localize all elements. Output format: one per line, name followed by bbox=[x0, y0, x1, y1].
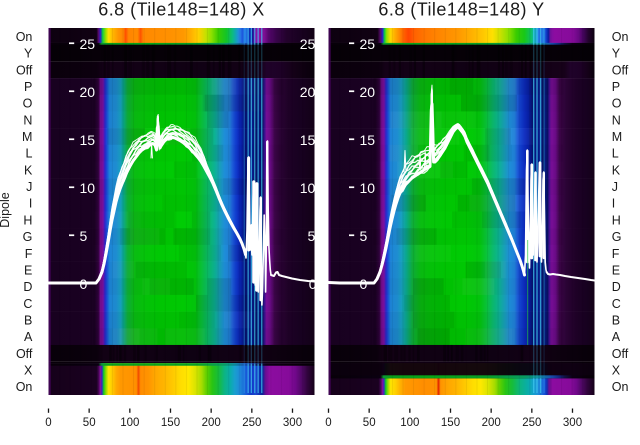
svg-text:0: 0 bbox=[309, 276, 317, 292]
svg-text:20: 20 bbox=[80, 84, 96, 100]
svg-text:5: 5 bbox=[360, 228, 368, 244]
svg-text:On: On bbox=[612, 30, 629, 44]
svg-text:100: 100 bbox=[120, 417, 139, 429]
svg-text:N: N bbox=[612, 113, 621, 127]
svg-text:X: X bbox=[612, 364, 621, 378]
svg-text:M: M bbox=[612, 130, 622, 144]
svg-text:20: 20 bbox=[300, 84, 316, 100]
svg-text:Off: Off bbox=[16, 347, 33, 361]
svg-text:Dipole: Dipole bbox=[0, 192, 12, 227]
svg-text:K: K bbox=[612, 163, 621, 177]
svg-text:I: I bbox=[612, 197, 615, 211]
svg-text:Off: Off bbox=[16, 63, 33, 77]
svg-text:Y: Y bbox=[24, 47, 33, 61]
svg-text:G: G bbox=[23, 230, 33, 244]
svg-text:J: J bbox=[612, 180, 618, 194]
svg-text:200: 200 bbox=[482, 417, 501, 429]
svg-text:15: 15 bbox=[300, 132, 316, 148]
svg-text:20: 20 bbox=[360, 84, 376, 100]
svg-text:25: 25 bbox=[360, 36, 376, 52]
svg-text:250: 250 bbox=[522, 417, 541, 429]
svg-text:O: O bbox=[612, 97, 622, 111]
svg-text:C: C bbox=[612, 297, 621, 311]
svg-text:On: On bbox=[612, 380, 629, 394]
svg-text:D: D bbox=[612, 280, 621, 294]
svg-text:C: C bbox=[23, 297, 32, 311]
svg-text:H: H bbox=[612, 213, 621, 227]
svg-text:150: 150 bbox=[161, 417, 180, 429]
svg-text:P: P bbox=[24, 80, 32, 94]
svg-text:A: A bbox=[612, 330, 621, 344]
svg-text:P: P bbox=[612, 80, 620, 94]
svg-text:6.8 (Tile148=148) Y: 6.8 (Tile148=148) Y bbox=[378, 0, 544, 20]
svg-text:10: 10 bbox=[300, 180, 316, 196]
svg-text:K: K bbox=[24, 163, 33, 177]
svg-text:5: 5 bbox=[308, 228, 316, 244]
svg-text:100: 100 bbox=[400, 417, 419, 429]
svg-text:150: 150 bbox=[441, 417, 460, 429]
svg-text:0: 0 bbox=[80, 276, 88, 292]
svg-text:15: 15 bbox=[80, 132, 96, 148]
svg-text:250: 250 bbox=[242, 417, 261, 429]
svg-text:25: 25 bbox=[80, 36, 96, 52]
svg-text:J: J bbox=[26, 180, 32, 194]
svg-text:Off: Off bbox=[612, 63, 629, 77]
svg-text:Y: Y bbox=[612, 47, 621, 61]
svg-text:H: H bbox=[23, 213, 32, 227]
svg-text:N: N bbox=[23, 113, 32, 127]
svg-text:On: On bbox=[16, 30, 33, 44]
svg-text:D: D bbox=[23, 280, 32, 294]
svg-text:50: 50 bbox=[363, 417, 376, 429]
svg-text:0: 0 bbox=[45, 417, 51, 429]
svg-text:M: M bbox=[22, 130, 32, 144]
svg-text:50: 50 bbox=[83, 417, 96, 429]
svg-text:A: A bbox=[24, 330, 33, 344]
svg-text:X: X bbox=[24, 364, 33, 378]
svg-text:5: 5 bbox=[80, 228, 88, 244]
svg-text:300: 300 bbox=[563, 417, 582, 429]
svg-text:15: 15 bbox=[360, 132, 376, 148]
svg-text:B: B bbox=[24, 314, 32, 328]
svg-text:L: L bbox=[612, 147, 619, 161]
svg-text:Off: Off bbox=[612, 347, 629, 361]
svg-text:0: 0 bbox=[360, 276, 368, 292]
svg-text:10: 10 bbox=[360, 180, 376, 196]
svg-text:O: O bbox=[23, 97, 33, 111]
svg-text:10: 10 bbox=[80, 180, 96, 196]
svg-text:I: I bbox=[29, 197, 32, 211]
svg-text:F: F bbox=[25, 247, 33, 261]
svg-text:L: L bbox=[25, 147, 32, 161]
svg-text:25: 25 bbox=[300, 36, 316, 52]
svg-text:B: B bbox=[612, 314, 620, 328]
svg-text:F: F bbox=[612, 247, 620, 261]
svg-text:G: G bbox=[612, 230, 622, 244]
svg-text:E: E bbox=[24, 263, 32, 277]
svg-text:300: 300 bbox=[283, 417, 302, 429]
svg-text:0: 0 bbox=[325, 417, 331, 429]
svg-text:6.8 (Tile148=148) X: 6.8 (Tile148=148) X bbox=[98, 0, 264, 20]
svg-text:E: E bbox=[612, 263, 620, 277]
svg-text:200: 200 bbox=[202, 417, 221, 429]
svg-text:On: On bbox=[16, 380, 33, 394]
